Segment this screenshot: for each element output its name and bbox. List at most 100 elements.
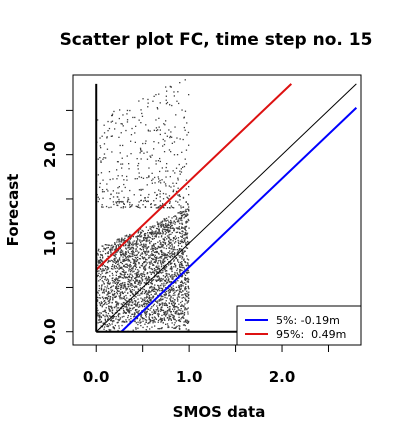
scatter-point [120,286,123,288]
scatter-point [99,304,102,307]
scatter-point [173,255,175,258]
scatter-point [129,276,131,279]
scatter-point [121,175,123,177]
scatter-point [120,288,122,290]
scatter-point [166,245,168,247]
scatter-point [144,197,146,199]
scatter-point [187,218,189,221]
scatter-point [185,210,188,212]
scatter-points [95,79,190,333]
scatter-point [124,260,126,262]
scatter-point [123,311,125,314]
scatter-point [141,253,144,255]
scatter-point [126,258,128,261]
scatter-point [123,275,126,278]
scatter-point [140,231,142,233]
scatter-point [180,310,182,312]
scatter-point [181,226,183,228]
scatter-point [161,255,163,258]
scatter-point [120,283,122,285]
scatter-point [131,283,133,285]
scatter-point [113,261,115,263]
scatter-point [128,319,130,321]
scatter-point [141,305,144,308]
scatter-point [149,299,151,301]
scatter-point [165,303,167,305]
scatter-point [147,275,150,278]
scatter-point [157,321,159,323]
scatter-point [127,236,129,238]
scatter-point [180,212,182,215]
scatter-point [137,294,139,296]
scatter-point [121,274,123,276]
scatter-point [162,192,165,195]
scatter-point [184,277,186,280]
scatter-point [118,312,120,315]
scatter-point [155,309,157,311]
scatter-point [117,175,119,177]
scatter-point [149,263,151,265]
scatter-point [143,317,145,320]
scatter-point [118,309,121,311]
scatter-point [137,232,139,234]
scatter-point [175,114,177,116]
scatter-point [106,278,109,280]
scatter-point [158,228,160,230]
scatter-point [106,188,108,191]
scatter-point [118,192,120,194]
scatter-point [154,288,157,290]
scatter-point [186,134,188,136]
scatter-point [173,288,175,290]
scatter-point [121,237,123,239]
scatter-point [161,319,164,322]
scatter-point [146,249,148,251]
scatter-point [180,263,182,266]
scatter-point [158,303,161,305]
scatter-point [180,215,183,217]
scatter-point [160,221,162,223]
scatter-point [143,244,145,246]
scatter-point [173,292,175,295]
scatter-point [154,225,156,227]
scatter-point [182,294,184,296]
scatter-point [124,186,126,189]
scatter-point [133,262,136,264]
scatter-point [172,314,174,317]
scatter-point [162,203,164,205]
scatter-point [172,189,175,191]
scatter-point [182,315,184,318]
scatter-point [130,301,132,303]
scatter-point [101,204,103,206]
scatter-point [127,247,129,249]
scatter-point [134,116,136,119]
scatter-point [105,312,107,314]
scatter-point [179,325,181,327]
scatter-point [179,270,181,272]
scatter-point [121,190,123,192]
scatter-point [170,131,172,133]
scatter-point [163,258,165,260]
scatter-point [134,295,136,297]
scatter-point [149,291,151,293]
scatter-point [102,323,104,325]
scatter-point [163,318,165,320]
scatter-point [137,276,139,278]
scatter-point [174,172,176,174]
scatter-point [119,313,121,315]
scatter-point [154,235,156,237]
scatter-point [151,319,154,322]
scatter-point [152,249,154,251]
scatter-point [106,247,108,249]
scatter-point [108,283,110,285]
scatter-point [168,233,170,236]
scatter-point [178,292,180,295]
scatter-point [147,240,149,242]
scatter-point [108,290,110,293]
scatter-point [182,138,184,141]
scatter-point [171,300,173,303]
scatter-point [161,289,163,292]
scatter-point [147,102,149,104]
scatter-point [157,263,159,265]
scatter-point [166,225,168,227]
scatter-point [173,327,175,329]
